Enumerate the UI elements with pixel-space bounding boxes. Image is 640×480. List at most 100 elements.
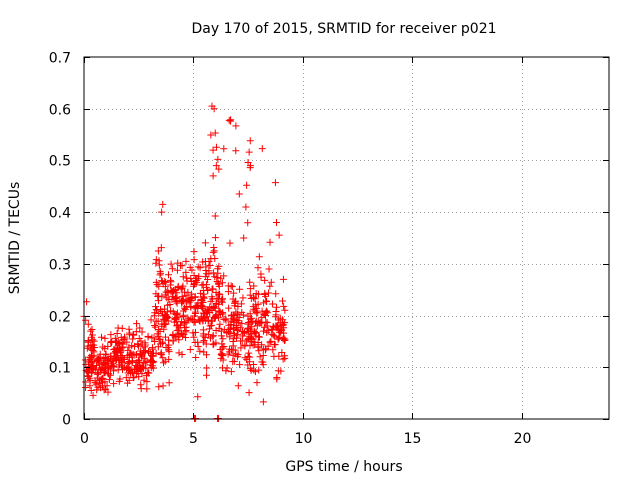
data-point — [207, 255, 215, 263]
data-point — [194, 342, 202, 350]
data-point — [277, 328, 285, 336]
data-point — [260, 323, 268, 331]
y-tick-label: 0.5 — [49, 154, 71, 170]
data-point — [145, 369, 153, 377]
data-point — [121, 335, 129, 343]
data-point — [159, 354, 167, 362]
data-point — [255, 347, 263, 355]
data-point — [84, 338, 92, 346]
data-point — [136, 350, 144, 358]
data-point — [261, 290, 269, 298]
data-point — [118, 344, 126, 352]
data-point — [175, 336, 183, 344]
data-point — [211, 129, 219, 137]
data-point — [271, 332, 279, 340]
data-point — [97, 375, 105, 383]
data-point — [245, 318, 252, 326]
data-point — [249, 303, 257, 311]
data-point — [259, 327, 267, 335]
data-point — [273, 218, 280, 226]
x-tick-label: 5 — [189, 431, 198, 447]
data-point — [212, 162, 220, 170]
data-point — [214, 265, 222, 273]
data-point — [230, 331, 238, 339]
data-point — [227, 117, 235, 125]
data-point — [169, 337, 177, 345]
data-point — [165, 348, 173, 356]
data-point — [150, 334, 158, 342]
data-point — [113, 329, 121, 337]
data-point — [135, 373, 143, 381]
data-point — [152, 306, 160, 314]
data-point — [89, 343, 97, 351]
data-point — [106, 371, 114, 379]
data-point — [215, 290, 223, 298]
data-point — [191, 339, 199, 347]
data-point — [216, 320, 224, 328]
data-point — [168, 265, 176, 273]
data-point — [211, 212, 219, 220]
data-point — [272, 322, 280, 330]
data-point — [112, 348, 120, 356]
data-point — [157, 244, 165, 252]
data-point — [204, 317, 212, 325]
data-point — [246, 278, 254, 286]
data-point — [152, 349, 160, 357]
data-point — [234, 326, 242, 334]
data-point — [192, 304, 200, 312]
data-point — [201, 239, 209, 247]
data-point — [133, 320, 141, 328]
data-point — [174, 321, 182, 329]
data-point — [96, 350, 104, 358]
data-point — [82, 378, 90, 386]
data-point — [217, 274, 225, 282]
data-point — [138, 328, 146, 336]
data-point — [268, 325, 276, 333]
data-point — [170, 287, 178, 295]
data-point — [237, 300, 245, 308]
data-point — [232, 350, 240, 358]
data-point — [107, 355, 115, 363]
data-point — [158, 322, 166, 330]
data-point — [124, 363, 132, 371]
data-point — [111, 338, 119, 346]
data-point — [82, 361, 90, 369]
data-point — [190, 272, 198, 280]
data-point — [244, 219, 252, 227]
data-point — [246, 365, 254, 373]
y-tick-label: 0.3 — [49, 258, 71, 274]
data-point — [138, 341, 146, 349]
data-point — [162, 311, 170, 319]
data-point — [152, 278, 160, 286]
data-point — [239, 311, 247, 319]
data-point — [241, 354, 249, 362]
data-point — [200, 337, 208, 345]
data-point — [212, 327, 220, 335]
data-point — [160, 359, 168, 367]
data-point — [102, 353, 110, 361]
data-point — [165, 336, 173, 344]
data-point — [219, 335, 227, 343]
data-point — [101, 368, 109, 376]
data-point — [247, 336, 255, 344]
data-point — [165, 271, 172, 279]
data-point — [258, 145, 266, 153]
data-point — [247, 314, 255, 322]
data-point — [191, 293, 199, 301]
data-point — [210, 247, 218, 255]
data-point — [158, 307, 166, 315]
data-point — [104, 388, 112, 396]
data-point — [190, 318, 198, 326]
data-point — [94, 383, 102, 391]
data-point — [259, 398, 267, 406]
x-tick-label: 20 — [514, 431, 532, 447]
data-point — [214, 155, 222, 163]
data-point — [251, 295, 259, 303]
data-point — [154, 343, 162, 351]
data-point — [110, 380, 118, 388]
data-point — [270, 352, 278, 360]
data-point — [236, 285, 244, 293]
data-point — [267, 337, 275, 345]
data-point — [246, 358, 254, 366]
data-point — [166, 281, 174, 289]
